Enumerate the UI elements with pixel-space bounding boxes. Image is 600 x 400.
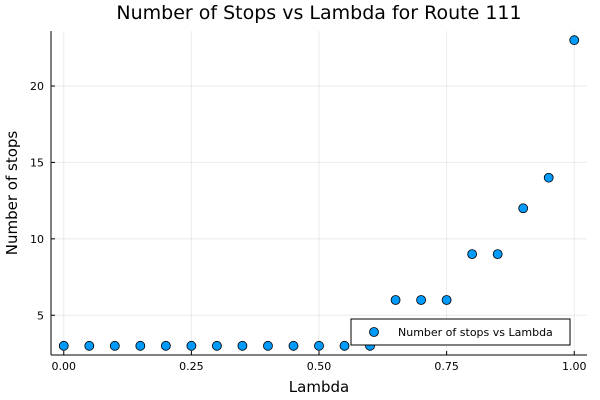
data-point (186, 340, 197, 351)
y-tick-label: 20 (30, 80, 44, 93)
data-point (492, 249, 503, 260)
x-tick-label: 1.00 (562, 360, 587, 373)
data-point (441, 295, 452, 305)
x-axis-title: Lambda (289, 378, 349, 396)
data-point (467, 249, 478, 260)
tick-labels: 0.00 0.25 0.50 0.75 1.00 5 10 15 20 (30, 80, 586, 373)
data-point (263, 340, 273, 351)
data-point (237, 340, 248, 351)
data-point (109, 340, 120, 351)
chart-title: Number of Stops vs Lambda for Route 111 (116, 2, 521, 24)
x-tick-label: 0.25 (179, 360, 204, 373)
legend-box (350, 318, 571, 346)
data-point (135, 340, 146, 351)
legend: Number of stops vs Lambda (350, 318, 571, 346)
data-point (390, 295, 401, 305)
legend-label: Number of stops vs Lambda (398, 326, 553, 339)
x-tick-label: 0.50 (307, 360, 332, 373)
data-point (84, 340, 95, 351)
y-tick-label: 15 (30, 156, 44, 169)
data-point (416, 295, 426, 305)
data-point (569, 35, 580, 46)
y-axis-title: Number of stops (3, 131, 21, 256)
data-point (160, 340, 171, 351)
x-tick-label: 0.75 (434, 360, 459, 373)
x-tick-label: 0.00 (52, 360, 77, 373)
data-point (518, 203, 529, 214)
data-point (212, 340, 222, 351)
data-point (58, 340, 69, 351)
data-point (339, 340, 350, 351)
y-tick-label: 5 (37, 309, 44, 322)
data-point (543, 172, 554, 183)
data-point (314, 340, 324, 351)
axes (50, 31, 587, 356)
y-tick-label: 10 (30, 233, 44, 246)
data-point (288, 340, 299, 351)
legend-marker (369, 327, 379, 337)
grid (51, 31, 587, 355)
